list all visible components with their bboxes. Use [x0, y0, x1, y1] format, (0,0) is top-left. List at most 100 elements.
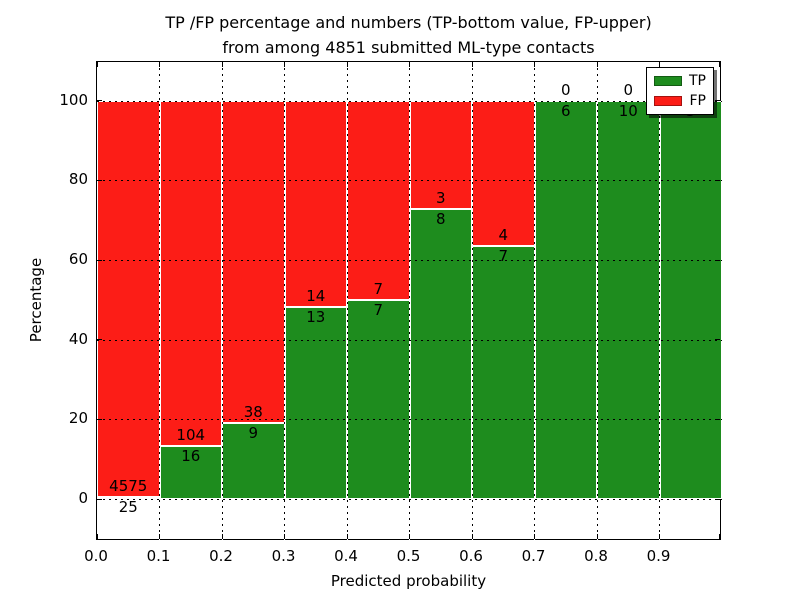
y-tick-label: 20: [68, 409, 88, 428]
tp-bar-segment: [534, 100, 597, 499]
x-tick-mark: [346, 534, 348, 539]
fp-bar-segment: [347, 100, 410, 300]
chart-title: TP /FP percentage and numbers (TP-bottom…: [96, 10, 721, 60]
fp-bar-segment: [472, 100, 535, 246]
gridline-vertical: [284, 62, 285, 541]
gridline-vertical: [534, 62, 535, 541]
y-tick-mark: [715, 259, 720, 261]
fp-count-label: 4: [498, 225, 509, 244]
x-tick-label: 0.5: [396, 547, 421, 565]
tp-legend-label: TP: [689, 73, 706, 89]
x-tick-label: 0.1: [146, 547, 171, 565]
tp-bar-segment: [472, 245, 535, 499]
gridline-horizontal: [97, 260, 722, 262]
gridline-vertical: [471, 62, 473, 541]
y-tick-label: 60: [68, 250, 88, 269]
fp-bar-segment: [222, 100, 285, 423]
fp-count-label: 7: [373, 279, 384, 298]
fp-count-label: 4575: [109, 476, 148, 495]
tp-count-label: 7: [373, 300, 384, 319]
x-tick-label: 0.9: [646, 547, 671, 565]
x-tick-mark: [409, 62, 410, 67]
y-tick-mark: [97, 179, 102, 181]
fp-bar-segment: [159, 100, 222, 446]
y-tick-label: 100: [59, 90, 88, 109]
tp-bar-segment: [597, 100, 660, 499]
tp-count-label: 25: [118, 497, 138, 516]
chart-title-line2: from among 4851 submitted ML-type contac…: [222, 38, 595, 57]
y-tick-mark: [97, 498, 102, 500]
x-tick-mark: [409, 534, 410, 539]
tp-bar-segment: [409, 209, 472, 499]
gridline-vertical: [346, 62, 348, 541]
y-tick-mark: [97, 418, 102, 420]
x-tick-label: 0.3: [271, 547, 296, 565]
y-tick-label: 40: [68, 329, 88, 348]
x-tick-mark: [471, 534, 473, 539]
chart-title-line1: TP /FP percentage and numbers (TP-bottom…: [165, 13, 652, 32]
gridline-vertical: [159, 62, 160, 541]
fp-count-label: 0: [560, 80, 571, 99]
y-tick-mark: [97, 259, 102, 261]
x-tick-mark: [159, 62, 160, 67]
gridline-horizontal: [97, 419, 722, 421]
y-tick-mark: [715, 339, 720, 341]
tp-count-label: 9: [248, 423, 259, 442]
y-tick-label: 80: [68, 170, 88, 189]
fp-count-label: 104: [176, 425, 206, 444]
tp-legend-swatch: [654, 76, 682, 86]
tp-count-label: 16: [181, 446, 201, 465]
fp-bar-segment: [97, 100, 160, 497]
x-tick-label: 0.0: [84, 547, 108, 565]
x-tick-mark: [719, 534, 720, 539]
gridline-horizontal: [97, 499, 722, 500]
tp-count-label: 10: [618, 101, 638, 120]
x-tick-mark: [471, 62, 473, 67]
plot-area: 4575251041638914137738470601005 TP FP: [96, 61, 722, 541]
x-tick-label: 0.7: [521, 547, 546, 565]
x-tick-mark: [659, 534, 660, 539]
x-tick-mark: [284, 62, 285, 67]
x-tick-label: 0.2: [209, 547, 233, 565]
fp-count-label: 3: [435, 189, 446, 208]
tp-bar-segment: [284, 307, 347, 499]
gridline-vertical: [659, 62, 660, 541]
x-tick-mark: [534, 534, 535, 539]
x-tick-mark: [346, 62, 348, 67]
fp-bar-segment: [284, 100, 347, 308]
y-tick-mark: [715, 418, 720, 420]
gridline-vertical: [596, 62, 598, 541]
y-tick-mark: [715, 100, 720, 102]
x-tick-label: 0.4: [334, 547, 358, 565]
fp-count-label: 0: [623, 80, 634, 99]
x-tick-mark: [221, 62, 223, 67]
y-tick-mark: [715, 179, 720, 181]
gridline-horizontal: [97, 339, 722, 341]
x-tick-mark: [719, 62, 720, 67]
tp-count-label: 7: [498, 246, 509, 265]
y-tick-mark: [715, 498, 720, 500]
gridline-horizontal: [97, 180, 722, 182]
x-axis-label: Predicted probability: [330, 572, 487, 590]
y-tick-mark: [97, 100, 102, 102]
x-tick-mark: [97, 534, 98, 539]
x-tick-mark: [659, 62, 660, 67]
tp-bar-segment: [659, 100, 722, 499]
tp-bar-segment: [347, 299, 410, 499]
y-tick-label: 0: [78, 489, 88, 507]
y-tick-mark: [97, 339, 102, 341]
x-tick-mark: [596, 534, 598, 539]
fp-count-label: 14: [306, 287, 326, 306]
x-tick-mark: [159, 534, 160, 539]
gridline-vertical: [409, 62, 410, 541]
fp-legend-swatch: [654, 96, 682, 106]
x-tick-mark: [221, 534, 223, 539]
fp-count-label: 38: [243, 402, 263, 421]
tp-count-label: 13: [306, 308, 326, 327]
x-tick-mark: [97, 62, 98, 67]
gridline-horizontal: [97, 100, 722, 102]
legend-item-fp: FP: [654, 93, 706, 109]
x-tick-mark: [284, 534, 285, 539]
x-tick-mark: [596, 62, 598, 67]
